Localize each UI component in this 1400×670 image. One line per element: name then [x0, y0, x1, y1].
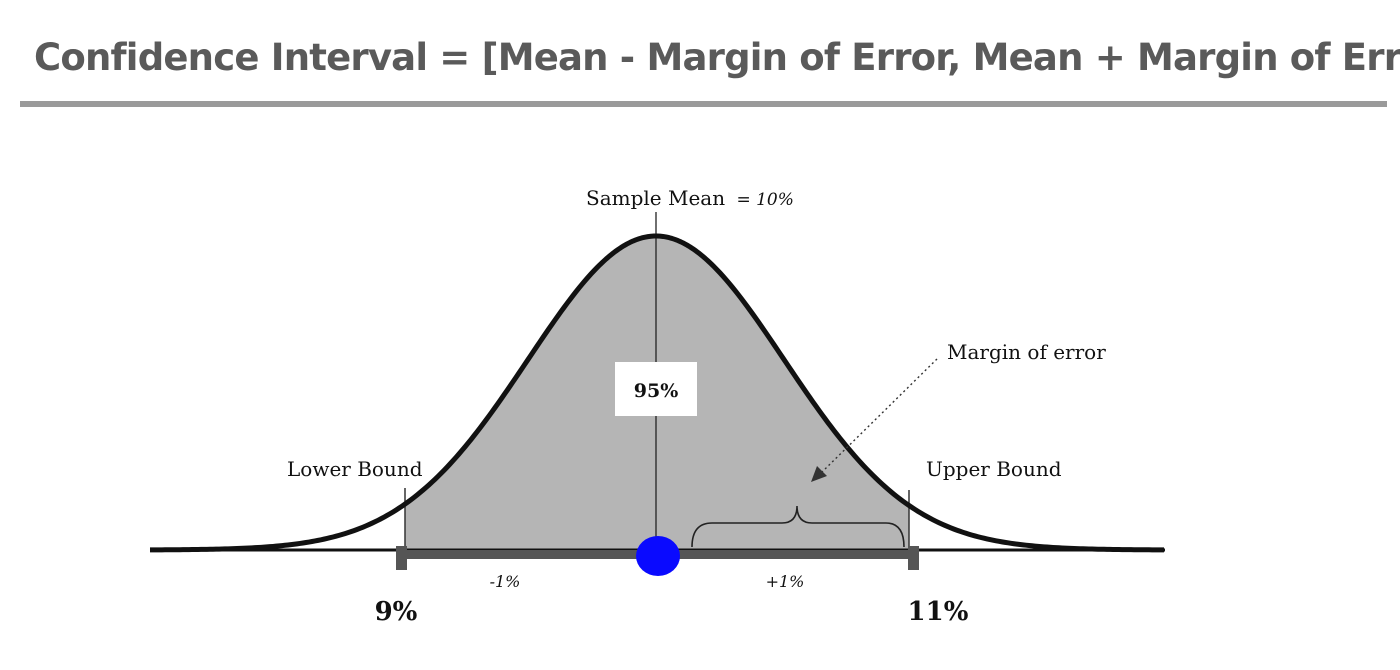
lower-bound-value: 9%	[375, 597, 418, 627]
upper-end-cap	[908, 546, 919, 570]
minus-margin-label: -1%	[490, 572, 521, 591]
sample-mean-value: = 10%	[736, 190, 793, 210]
arrow-head-icon	[811, 466, 827, 482]
plus-margin-label: +1%	[766, 572, 805, 591]
upper-bound-value: 11%	[908, 597, 969, 627]
page-title: Confidence Interval = [Mean - Margin of …	[34, 36, 1400, 79]
title-divider	[20, 101, 1387, 107]
upper-bound-label: Upper Bound	[926, 457, 1062, 481]
lower-end-cap	[396, 546, 407, 570]
confidence-level-box	[615, 362, 697, 416]
sample-mean-text: Sample Mean	[586, 186, 725, 210]
confidence-level-label: 95%	[634, 380, 679, 402]
margin-of-error-arrow	[819, 358, 938, 475]
sample-mean-dot	[636, 536, 680, 576]
margin-brace	[691, 505, 905, 548]
lower-bound-label: Lower Bound	[287, 457, 423, 481]
sample-mean-label: Sample Mean = 10%	[586, 186, 794, 210]
bell-curve	[149, 233, 1165, 553]
margin-of-error-label: Margin of error	[947, 340, 1106, 364]
